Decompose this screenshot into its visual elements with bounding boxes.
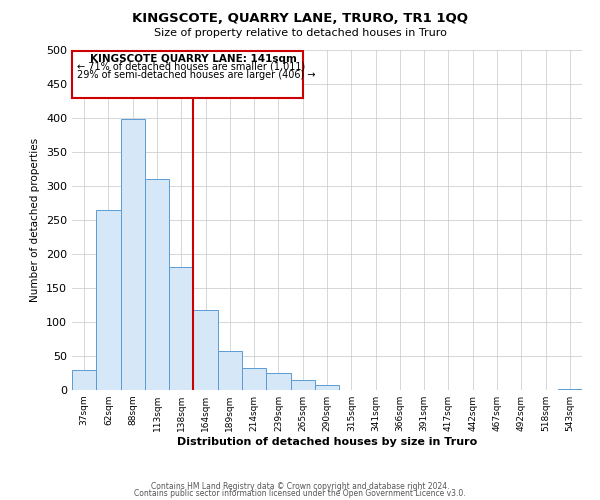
Bar [121,120,145,390]
Bar [193,310,218,390]
Bar [96,210,121,390]
Text: Contains public sector information licensed under the Open Government Licence v3: Contains public sector information licen… [134,490,466,498]
Bar [242,368,266,390]
Y-axis label: Number of detached properties: Number of detached properties [31,138,40,302]
Text: ← 71% of detached houses are smaller (1,011): ← 71% of detached houses are smaller (1,… [77,62,305,72]
Bar [290,380,315,390]
Bar [315,385,339,390]
Text: Contains HM Land Registry data © Crown copyright and database right 2024.: Contains HM Land Registry data © Crown c… [151,482,449,491]
X-axis label: Distribution of detached houses by size in Truro: Distribution of detached houses by size … [177,437,477,447]
Bar [266,373,290,390]
Text: KINGSCOTE QUARRY LANE: 141sqm: KINGSCOTE QUARRY LANE: 141sqm [90,54,297,64]
Bar [169,267,193,390]
FancyBboxPatch shape [72,52,303,98]
Text: KINGSCOTE, QUARRY LANE, TRURO, TR1 1QQ: KINGSCOTE, QUARRY LANE, TRURO, TR1 1QQ [132,12,468,26]
Text: Size of property relative to detached houses in Truro: Size of property relative to detached ho… [154,28,446,38]
Bar [558,388,582,390]
Bar [72,370,96,390]
Bar [145,178,169,390]
Bar [218,350,242,390]
Text: 29% of semi-detached houses are larger (406) →: 29% of semi-detached houses are larger (… [77,70,316,81]
